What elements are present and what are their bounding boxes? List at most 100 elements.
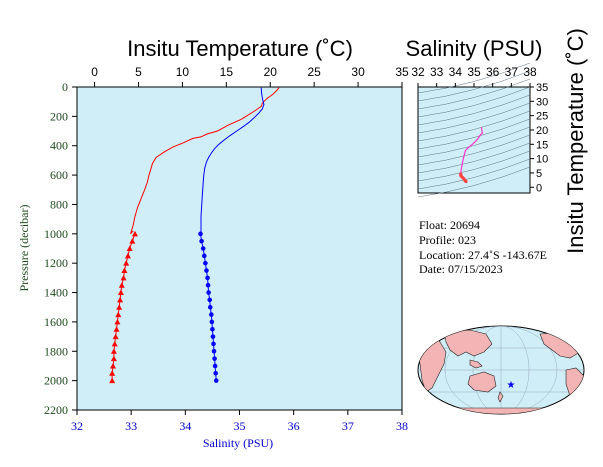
salinity-point [212,363,218,369]
ts-temperature-tick-label: 10 [536,154,548,166]
ts-salinity-tick-label: 33 [430,65,444,79]
salinity-point [210,326,215,332]
temperature-point [109,377,116,384]
salinity-tick-label: 38 [396,419,408,433]
salinity-point [213,370,218,376]
salinity-tick-label: 33 [125,419,137,433]
temperature-tick-label: 15 [220,65,234,79]
salinity-point [207,297,213,303]
ts-salinity-tick-label: 36 [486,65,500,79]
salinity-point [199,238,204,244]
salinity-point [211,348,217,354]
world-map: ★ [417,325,585,415]
pressure-tick-label: 1000 [44,227,68,241]
pressure-tick-label: 2000 [44,374,68,388]
temperature-tick-label: 10 [176,65,190,79]
pressure-tick-label: 1200 [44,256,68,270]
density-contours [417,62,531,198]
density-contour [417,118,531,150]
density-contour [417,110,531,142]
float-location-marker: ★ [507,380,516,391]
pressure-tick-label: 200 [50,109,68,123]
temperature-point [121,267,128,274]
pressure-tick-label: 0 [62,80,68,94]
salinity-point [209,312,214,317]
ts-salinity-tick-label: 38 [523,65,537,79]
ts-temperature-axis-title: Insitu Temperature (˚C) [563,28,588,254]
density-contour [417,126,531,158]
location: Location: 27.4˚S -143.67E [419,248,547,262]
pressure-tick-label: 800 [50,197,68,211]
ts-temperature-tick-label: 35 [536,82,548,94]
temperature-point [126,245,133,251]
ts-salinity-tick-label: 32 [411,65,425,79]
salinity-tick-label: 32 [71,419,83,433]
ts-temperature-tick-label: 30 [536,96,548,108]
profile-axes: 0 5 10 15 20 25 30 35 32 33 34 35 36 37 38 0 200 400 600 80… [44,65,409,433]
salinity-tick-label: 35 [234,419,246,433]
salinity-axis-title: Salinity (PSU) [203,436,273,450]
ts-temperature-tick-label: 20 [536,125,548,137]
salinity-profile-line [200,87,265,234]
temperature-point [129,238,136,244]
salinity-point [205,282,211,288]
ts-salinity-tick-label: 34 [449,65,463,79]
temperature-point [120,274,127,281]
temperature-tick-label: 25 [307,65,321,79]
temperature-point [114,318,121,325]
salinity-tick-label: 36 [288,419,300,433]
profile-number: Profile: 023 [419,233,476,247]
temperature-point [110,355,117,362]
salinity-point [211,341,216,347]
temperature-point [115,311,122,318]
salinity-point [205,275,210,281]
temperature-point [124,252,131,259]
salinity-point [200,246,206,251]
temperature-point [110,362,117,369]
salinity-point [198,231,203,237]
temperature-point [117,289,124,296]
pressure-tick-label: 400 [50,139,68,153]
temperature-point [131,230,138,237]
temperature-point [123,260,130,266]
date: Date: 07/15/2023 [419,262,503,276]
ts-temperature-tick-label: 0 [536,182,542,194]
density-contour [417,134,531,166]
salinity-point [204,268,209,273]
ts-temperature-tick-label: 25 [536,111,548,123]
ts-deep-point [464,179,468,184]
density-contour [417,94,531,126]
density-contour [417,166,531,198]
temperature-point [117,296,124,303]
temperature-point [118,282,125,288]
ts-salinity-tick-label: 35 [467,65,481,79]
temperature-point [109,370,116,376]
density-contour [417,102,531,134]
salinity-point [210,334,216,339]
float-id: Float: 20694 [419,218,480,232]
temperature-point [112,333,119,340]
salinity-point [203,260,208,266]
profile-plot-area [76,86,403,411]
temperature-point [110,348,117,354]
ts-series [459,127,484,184]
pressure-axis-title: Pressure (decibar) [17,205,31,292]
pressure-tick-label: 2200 [44,403,68,417]
salinity-point [213,378,219,383]
ts-plot-area [417,86,531,194]
salinity-tick-label: 37 [342,419,354,433]
density-contour [417,86,531,118]
temperature-tick-label: 0 [91,65,98,79]
temperature-tick-label: 20 [264,65,278,79]
pressure-tick-label: 1800 [44,344,68,358]
temperature-tick-label: 35 [395,65,409,79]
density-contour [417,70,531,102]
salinity-tick-label: 34 [179,419,191,433]
temperature-axis-title: Insitu Temperature (˚C) [127,36,353,61]
density-contour [417,62,531,94]
ts-salinity-tick-label: 37 [505,65,519,79]
salinity-point [212,356,217,361]
temperature-point [116,304,123,310]
ts-temperature-tick-label: 5 [536,168,542,180]
